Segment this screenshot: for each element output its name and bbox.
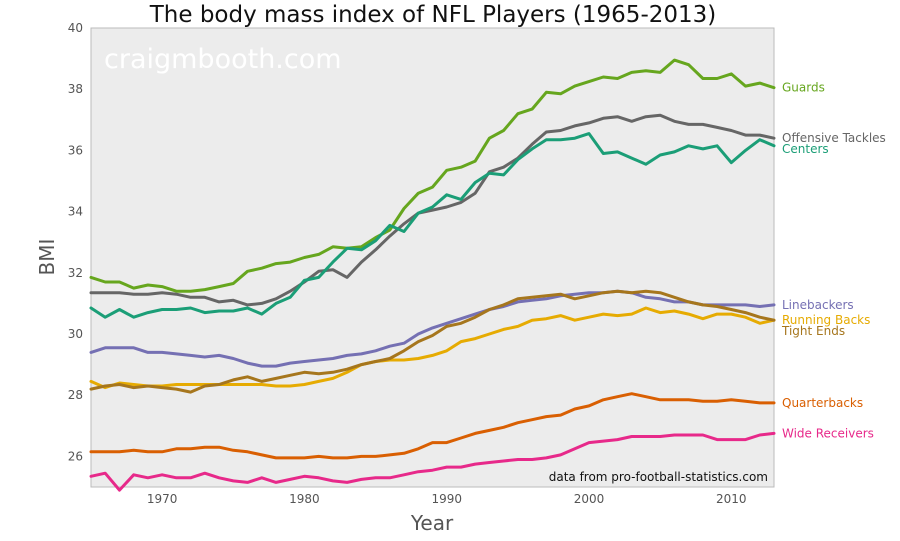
- y-tick-label: 32: [68, 266, 83, 280]
- y-tick-label: 38: [68, 82, 83, 96]
- x-axis-ticks: 1970 1980 1990 2000 2010: [147, 492, 747, 506]
- watermark: craigmbooth.com: [104, 44, 342, 75]
- chart-title: The body mass index of NFL Players (1965…: [149, 2, 717, 28]
- series-line-quarterbacks: [89, 392, 776, 460]
- x-tick-label: 1980: [289, 492, 320, 506]
- y-tick-label: 26: [68, 449, 83, 463]
- series-line-tight-ends: [89, 289, 776, 394]
- y-tick-label: 28: [68, 388, 83, 402]
- y-axis-ticks: 26 28 30 32 34 36 38 40: [68, 21, 83, 463]
- y-tick-label: 34: [68, 205, 83, 219]
- plot-area: [90, 27, 775, 488]
- series-label-quarterbacks: Quarterbacks: [782, 396, 863, 410]
- series-label-running-backs: Running Backs: [782, 313, 870, 327]
- series-label-wide-receivers: Wide Receivers: [782, 426, 874, 440]
- y-tick-label: 30: [68, 327, 83, 341]
- series-label-centers: Centers: [782, 142, 829, 156]
- series-line-wide-receivers: [89, 431, 776, 492]
- y-axis-label: BMI: [35, 239, 59, 276]
- series-line-linebackers: [89, 289, 776, 368]
- x-tick-label: 2000: [574, 492, 605, 506]
- series-label-tight-ends: Tight Ends: [781, 324, 845, 338]
- series-line-offensive-tackles: [89, 113, 776, 307]
- y-tick-label: 40: [68, 21, 83, 35]
- x-tick-label: 1990: [431, 492, 462, 506]
- y-tick-label: 36: [68, 143, 83, 157]
- source-note: data from pro-football-statistics.com: [549, 470, 768, 484]
- x-tick-label: 2010: [716, 492, 747, 506]
- series-line-centers: [89, 132, 776, 319]
- x-tick-label: 1970: [147, 492, 178, 506]
- x-axis-label: Year: [410, 511, 454, 535]
- series-label-offensive-tackles: Offensive Tackles: [782, 131, 886, 145]
- series-label-linebackers: Linebackers: [782, 298, 854, 312]
- series-line-guards: [89, 58, 776, 293]
- series-label-guards: Guards: [782, 81, 825, 95]
- series-lines: [89, 58, 776, 492]
